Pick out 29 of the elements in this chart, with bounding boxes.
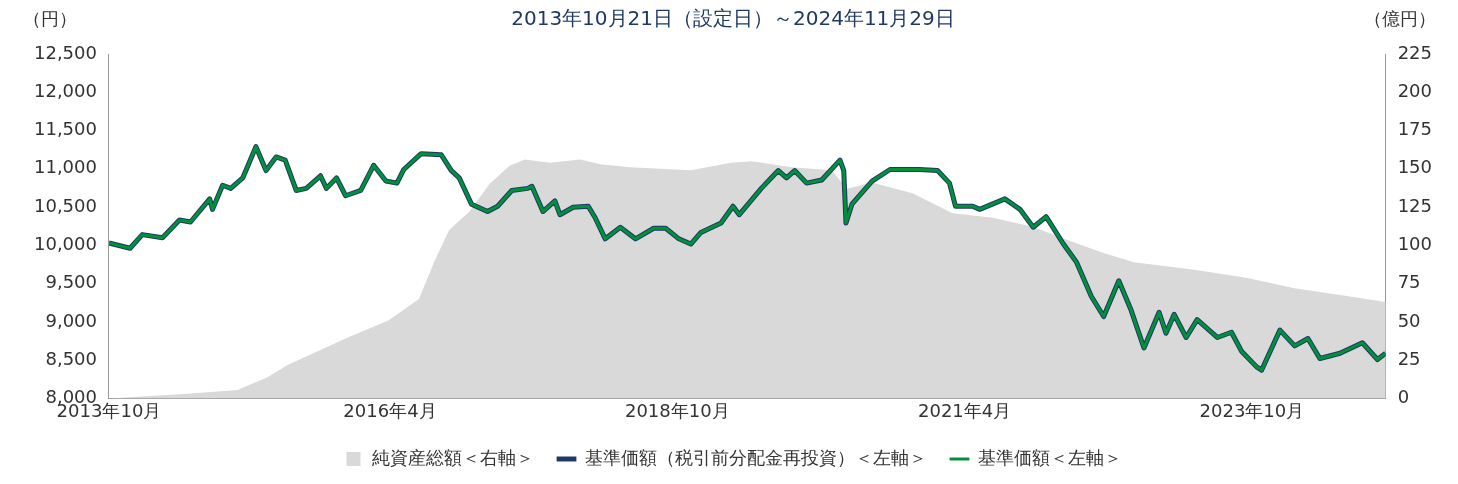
x-tick-label: 2023年10月: [1199, 399, 1305, 421]
y2-tick-label: 50: [1397, 309, 1421, 331]
legend-label: 基準価額（税引前分配金再投資）＜左軸＞: [584, 446, 927, 468]
y-tick-label: 9,000: [45, 309, 97, 331]
y2-tick-label: 125: [1397, 194, 1432, 216]
y2-tick-label: 150: [1397, 156, 1432, 178]
y-tick-label: 10,500: [34, 194, 97, 216]
y-tick-label: 11,000: [34, 156, 97, 178]
y2-tick-label: 25: [1397, 347, 1421, 369]
x-tick-label: 2021年4月: [917, 399, 1012, 421]
y-axis-title: （円）: [23, 7, 77, 29]
y-tick-label: 12,500: [34, 41, 97, 63]
y2-tick-label: 100: [1397, 233, 1432, 255]
y2-tick-label: 200: [1397, 79, 1432, 101]
x-tick-label: 2016年4月: [343, 399, 437, 421]
y2-tick-label: 225: [1397, 41, 1432, 63]
y-tick-label: 10,000: [34, 233, 97, 255]
y2-tick-label: 75: [1397, 271, 1421, 293]
y-tick-label: 12,000: [34, 79, 97, 101]
legend-label: 純資産総額＜右軸＞: [371, 446, 534, 468]
y-tick-label: 11,500: [34, 118, 97, 140]
y2-axis-title: （億円）: [1364, 7, 1436, 29]
x-tick-label: 2018年10月: [624, 399, 730, 421]
legend-label: 基準価額＜左軸＞: [977, 446, 1122, 468]
y2-tick-label: 0: [1397, 386, 1410, 408]
y-tick-label: 8,500: [45, 347, 97, 369]
chart-title: 2013年10月21日（設定日）～2024年11月29日: [511, 6, 955, 31]
y2-tick-label: 175: [1397, 118, 1432, 140]
y-tick-label: 9,500: [45, 271, 97, 293]
